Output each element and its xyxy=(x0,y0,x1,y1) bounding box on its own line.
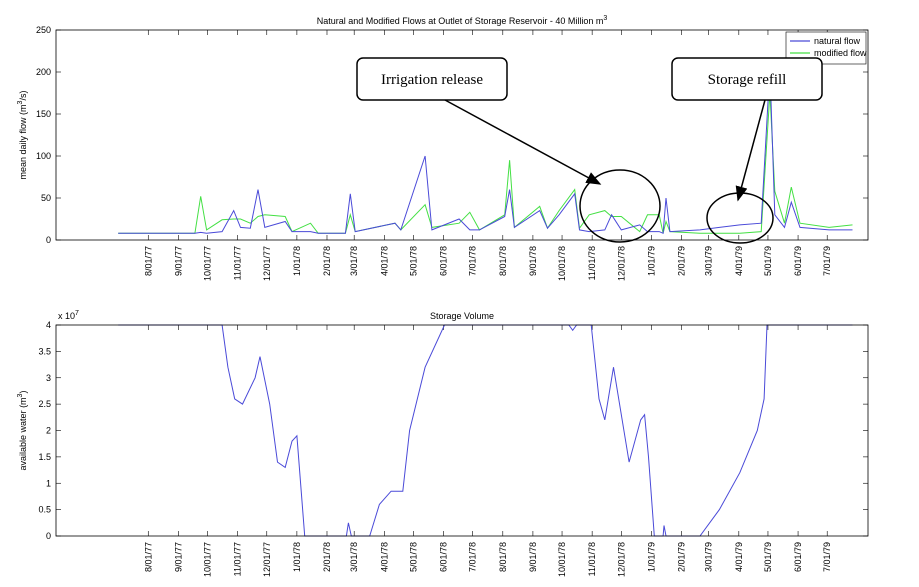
x-tick-label: 6/01/79 xyxy=(793,542,803,572)
x-tick-label: 11/01/78 xyxy=(587,542,597,576)
x-tick-label: 4/01/79 xyxy=(734,542,744,572)
x-tick-label: 10/01/77 xyxy=(203,542,213,577)
annotations: Irrigation release Storage refill xyxy=(356,57,823,244)
y-tick-label: 3.5 xyxy=(38,346,51,356)
x-tick-label: 5/01/78 xyxy=(408,542,418,572)
x-tick-label: 7/01/79 xyxy=(822,246,832,276)
x-tick-label: 2/01/78 xyxy=(322,542,332,572)
x-tick-label: 6/01/79 xyxy=(793,246,803,276)
y-tick-label: 1 xyxy=(46,478,51,488)
annotation: Storage refill xyxy=(708,72,787,88)
x-tick-label: 5/01/78 xyxy=(408,246,418,276)
y-tick-label: 0 xyxy=(46,531,51,541)
x-tick-label: 11/01/77 xyxy=(233,542,243,576)
x-tick-label: 7/01/79 xyxy=(822,542,832,572)
y-tick-label: 150 xyxy=(36,109,51,119)
axes-box xyxy=(55,324,869,537)
x-tick-label: 1/01/79 xyxy=(646,246,656,276)
arrow xyxy=(444,99,602,185)
x-tick-label: 4/01/78 xyxy=(379,542,389,572)
x-tick-label: 10/01/77 xyxy=(203,246,213,281)
x-tick-label: 3/01/79 xyxy=(704,542,714,572)
y-axis-label: mean daily flow (m3/s) xyxy=(17,91,28,180)
x-tick-label: 1/01/79 xyxy=(646,542,656,572)
legend-label: modified flow xyxy=(814,48,867,58)
y-tick-label: 0 xyxy=(46,235,51,245)
x-tick-label: 1/01/78 xyxy=(292,542,302,572)
series-line xyxy=(118,67,853,235)
y-label-text: available water (m xyxy=(18,397,28,470)
y-tick-label: 2 xyxy=(46,426,51,436)
multiplier-text: x 10 xyxy=(58,311,75,321)
x-tick-label: 1/01/78 xyxy=(292,246,302,276)
x-tick-label: 5/01/79 xyxy=(763,542,773,572)
x-tick-label: 10/01/78 xyxy=(557,246,567,281)
axes-box xyxy=(55,29,869,241)
x-tick-label: 12/01/77 xyxy=(262,542,272,577)
y-label-end: /s) xyxy=(18,91,28,101)
y-label-sup: 3 xyxy=(17,100,24,104)
x-tick-label: 12/01/77 xyxy=(262,246,272,281)
x-tick-label: 8/01/78 xyxy=(498,542,508,572)
highlight-ellipse xyxy=(706,192,774,244)
y-tick-label: 200 xyxy=(36,67,51,77)
plot-area xyxy=(56,325,868,536)
x-tick-label: 8/01/78 xyxy=(498,246,508,276)
y-tick-label: 2.5 xyxy=(38,399,51,409)
x-tick-label: 4/01/78 xyxy=(379,246,389,276)
x-tick-label: 9/01/78 xyxy=(528,542,538,572)
y-tick-label: 1.5 xyxy=(38,452,51,462)
axis-multiplier: x 107 xyxy=(58,310,79,321)
x-tick-label: 11/01/77 xyxy=(233,246,243,280)
arrow xyxy=(735,99,766,202)
y-tick-label: 0.5 xyxy=(38,505,51,515)
legend-label: natural flow xyxy=(814,36,861,46)
x-tick-label: 5/01/79 xyxy=(763,246,773,276)
x-tick-label: 12/01/78 xyxy=(616,246,626,281)
x-tick-label: 8/01/77 xyxy=(143,246,153,276)
x-tick-label: 6/01/78 xyxy=(439,246,449,276)
x-tick-label: 2/01/78 xyxy=(322,246,332,276)
x-tick-label: 9/01/77 xyxy=(173,542,183,572)
title-text: Storage Volume xyxy=(430,311,494,321)
x-tick-label: 7/01/78 xyxy=(468,542,478,572)
y-tick-label: 4 xyxy=(46,320,51,330)
y-axis-label: available water (m3) xyxy=(17,391,28,471)
callout-box xyxy=(356,57,508,101)
x-tick-label: 6/01/78 xyxy=(439,542,449,572)
annotation: Irrigation release xyxy=(381,72,483,88)
y-tick-label: 100 xyxy=(36,151,51,161)
y-tick-label: 3 xyxy=(46,373,51,383)
x-tick-label: 2/01/79 xyxy=(677,542,687,572)
y-label-text: mean daily flow (m xyxy=(18,104,28,179)
callout-box xyxy=(671,57,823,101)
y-tick-label: 50 xyxy=(41,193,51,203)
x-tick-label: 11/01/78 xyxy=(587,246,597,280)
x-tick-label: 3/01/78 xyxy=(349,246,359,276)
y-label-sup: 3 xyxy=(17,393,24,397)
title-text: Natural and Modified Flows at Outlet of … xyxy=(317,16,604,26)
title-sup: 3 xyxy=(603,15,607,22)
x-tick-label: 9/01/77 xyxy=(173,246,183,276)
x-tick-label: 3/01/78 xyxy=(349,542,359,572)
x-tick-label: 10/01/78 xyxy=(557,542,567,577)
x-tick-label: 4/01/79 xyxy=(734,246,744,276)
highlight-ellipse xyxy=(579,169,661,243)
y-label-end: ) xyxy=(18,391,28,394)
chart-title: Storage Volume xyxy=(430,311,494,321)
x-tick-label: 8/01/77 xyxy=(143,542,153,572)
x-tick-label: 7/01/78 xyxy=(468,246,478,276)
multiplier-sup: 7 xyxy=(75,310,79,317)
y-tick-label: 250 xyxy=(36,25,51,35)
chart-title: Natural and Modified Flows at Outlet of … xyxy=(317,15,608,26)
x-tick-label: 2/01/79 xyxy=(677,246,687,276)
x-tick-label: 12/01/78 xyxy=(616,542,626,577)
x-tick-label: 9/01/78 xyxy=(528,246,538,276)
x-tick-label: 3/01/79 xyxy=(704,246,714,276)
